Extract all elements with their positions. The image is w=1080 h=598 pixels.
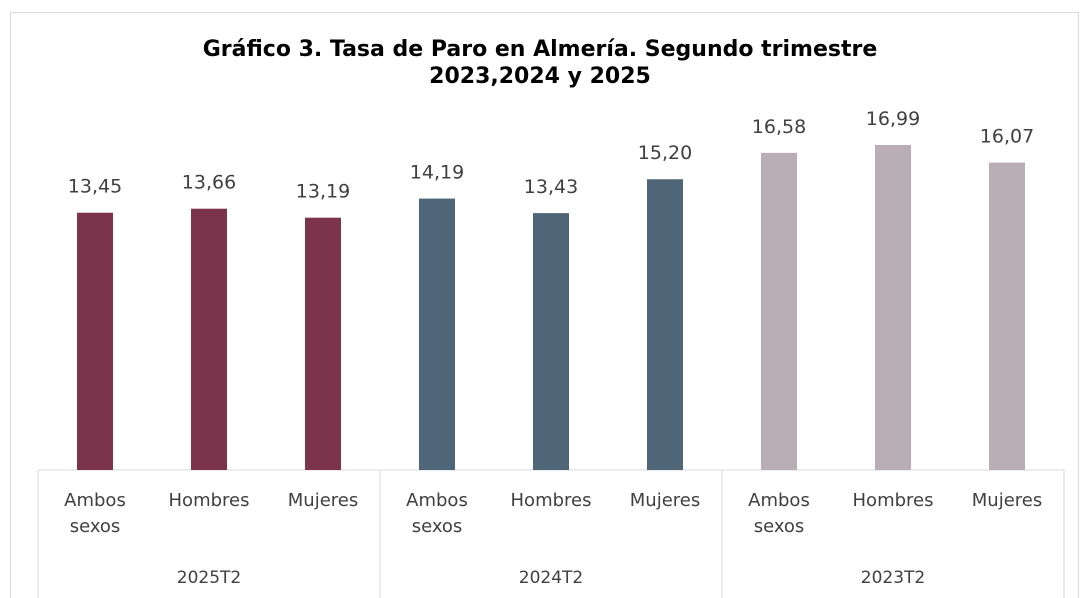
data-label: 14,19: [410, 162, 464, 184]
bar: [647, 179, 683, 470]
bar: [419, 198, 455, 470]
data-label: 13,43: [524, 176, 578, 198]
bar: [533, 213, 569, 470]
data-label: 15,20: [638, 142, 692, 164]
x-tick-label: Mujeres: [287, 490, 359, 511]
x-tick-label: Ambos sexos: [406, 490, 468, 537]
x-tick-label: Hombres: [510, 490, 592, 511]
bar: [305, 217, 341, 470]
data-label: 13,19: [296, 181, 350, 203]
x-tick-label: Mujeres: [629, 490, 701, 511]
data-label: 16,07: [980, 126, 1034, 148]
x-tick-label: Hombres: [852, 490, 934, 511]
data-label: 13,45: [68, 176, 122, 198]
group-label: 2025T2: [176, 568, 242, 588]
group-label: 2023T2: [860, 568, 926, 588]
data-label: 13,66: [182, 172, 236, 194]
chart-title: Gráfico 3. Tasa de Paro en Almería. Segu…: [202, 37, 878, 89]
bar: [191, 208, 227, 471]
bar: [875, 145, 911, 470]
bar: [761, 152, 797, 471]
x-tick-label: Hombres: [168, 490, 250, 511]
chart-frame: [10, 12, 1079, 598]
bar: [989, 162, 1025, 471]
x-tick-label: Ambos sexos: [64, 490, 126, 537]
data-label: 16,99: [866, 108, 920, 130]
group-label: 2024T2: [518, 568, 584, 588]
data-label: 16,58: [752, 116, 806, 138]
bar: [77, 212, 113, 470]
x-tick-label: Ambos sexos: [748, 490, 810, 537]
x-tick-label: Mujeres: [971, 490, 1043, 511]
